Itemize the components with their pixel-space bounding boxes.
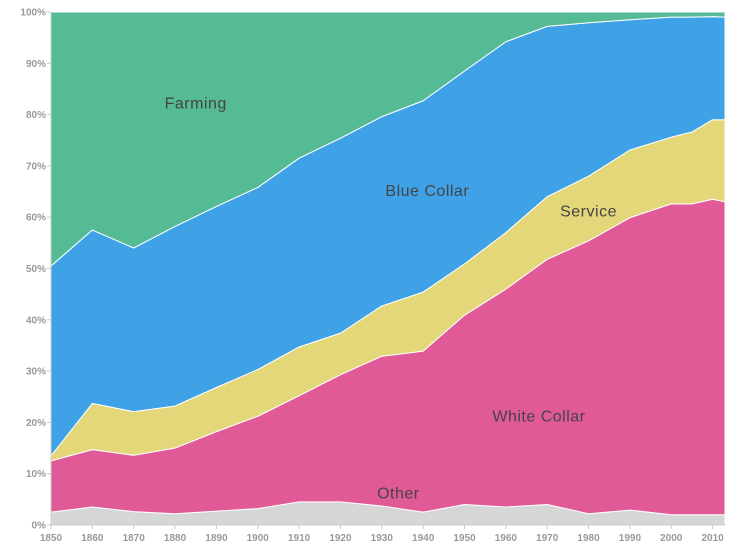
y-tick-label: 90% (26, 59, 46, 70)
y-tick-label: 60% (26, 213, 46, 224)
area-label-service: Service (560, 203, 617, 220)
y-tick-label: 70% (26, 161, 46, 172)
y-tick-label: 80% (26, 110, 46, 121)
x-tick-label: 1950 (453, 533, 476, 544)
x-tick-label: 1890 (205, 533, 228, 544)
x-tick-label: 1850 (40, 533, 63, 544)
y-tick-label: 0% (32, 521, 47, 532)
area-label-farming: Farming (165, 96, 227, 113)
x-tick-label: 1970 (536, 533, 559, 544)
area-label-white-collar: White Collar (492, 408, 585, 425)
x-tick-label: 1940 (412, 533, 435, 544)
y-axis-ticks: 0% 10% 20% 30% 40% 50% 60% 70% 80% 90% 100% (20, 8, 51, 532)
x-axis-ticks: 1850 1860 1870 1880 1890 1900 1910 1920 1930 1940… (40, 525, 724, 544)
x-tick-label: 1980 (577, 533, 600, 544)
area-labels: Other White Collar Service Blue Collar Farmi… (165, 96, 617, 503)
x-tick-label: 1960 (495, 533, 518, 544)
x-tick-label: 1860 (81, 533, 104, 544)
x-tick-label: 2010 (701, 533, 724, 544)
x-tick-label: 1930 (371, 533, 394, 544)
x-tick-label: 1870 (123, 533, 146, 544)
areas-group (50, 11, 726, 526)
y-tick-label: 30% (26, 367, 46, 378)
x-tick-label: 1900 (247, 533, 270, 544)
x-tick-label: 1910 (288, 533, 311, 544)
x-tick-label: 1920 (329, 533, 352, 544)
x-tick-label: 1880 (164, 533, 187, 544)
y-tick-label: 40% (26, 315, 46, 326)
y-tick-label: 50% (26, 264, 46, 275)
x-tick-label: 1990 (619, 533, 642, 544)
y-tick-label: 10% (26, 469, 46, 480)
y-tick-label: 100% (20, 8, 46, 19)
y-tick-label: 20% (26, 418, 46, 429)
area-label-other: Other (377, 485, 420, 502)
x-tick-label: 2000 (660, 533, 683, 544)
area-label-blue-collar: Blue Collar (385, 183, 469, 200)
area-farming (50, 11, 726, 267)
